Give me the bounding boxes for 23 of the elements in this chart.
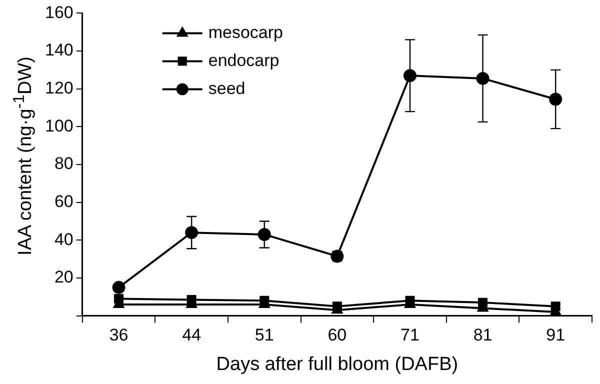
legend-label: seed — [208, 78, 246, 98]
y-tick-label: 20 — [54, 268, 74, 287]
x-axis-title: Days after full bloom (DAFB) — [216, 354, 458, 375]
x-tick-label: 91 — [546, 326, 566, 345]
y-tick-label: 100 — [44, 116, 74, 136]
legend-label: mesocarp — [208, 22, 284, 42]
point — [185, 226, 198, 240]
x-tick-label: 60 — [328, 326, 347, 345]
legend-label: endocarp — [208, 50, 280, 70]
point — [549, 92, 562, 106]
y-tick-label: 160 — [44, 2, 74, 22]
y-tick-label: 140 — [44, 40, 74, 60]
point — [258, 228, 271, 241]
x-tick-label: 36 — [109, 326, 128, 345]
y-tick-label: 40 — [54, 230, 74, 249]
point — [403, 69, 416, 82]
x-tick-label: 44 — [182, 326, 202, 345]
x-tick-label: 51 — [254, 326, 274, 345]
y-tick-label: 60 — [54, 192, 74, 212]
y-tick-label: 80 — [54, 154, 74, 174]
x-tick-label: 81 — [473, 326, 492, 345]
y-tick-label: 120 — [44, 78, 74, 98]
x-tick-label: 71 — [400, 326, 420, 345]
